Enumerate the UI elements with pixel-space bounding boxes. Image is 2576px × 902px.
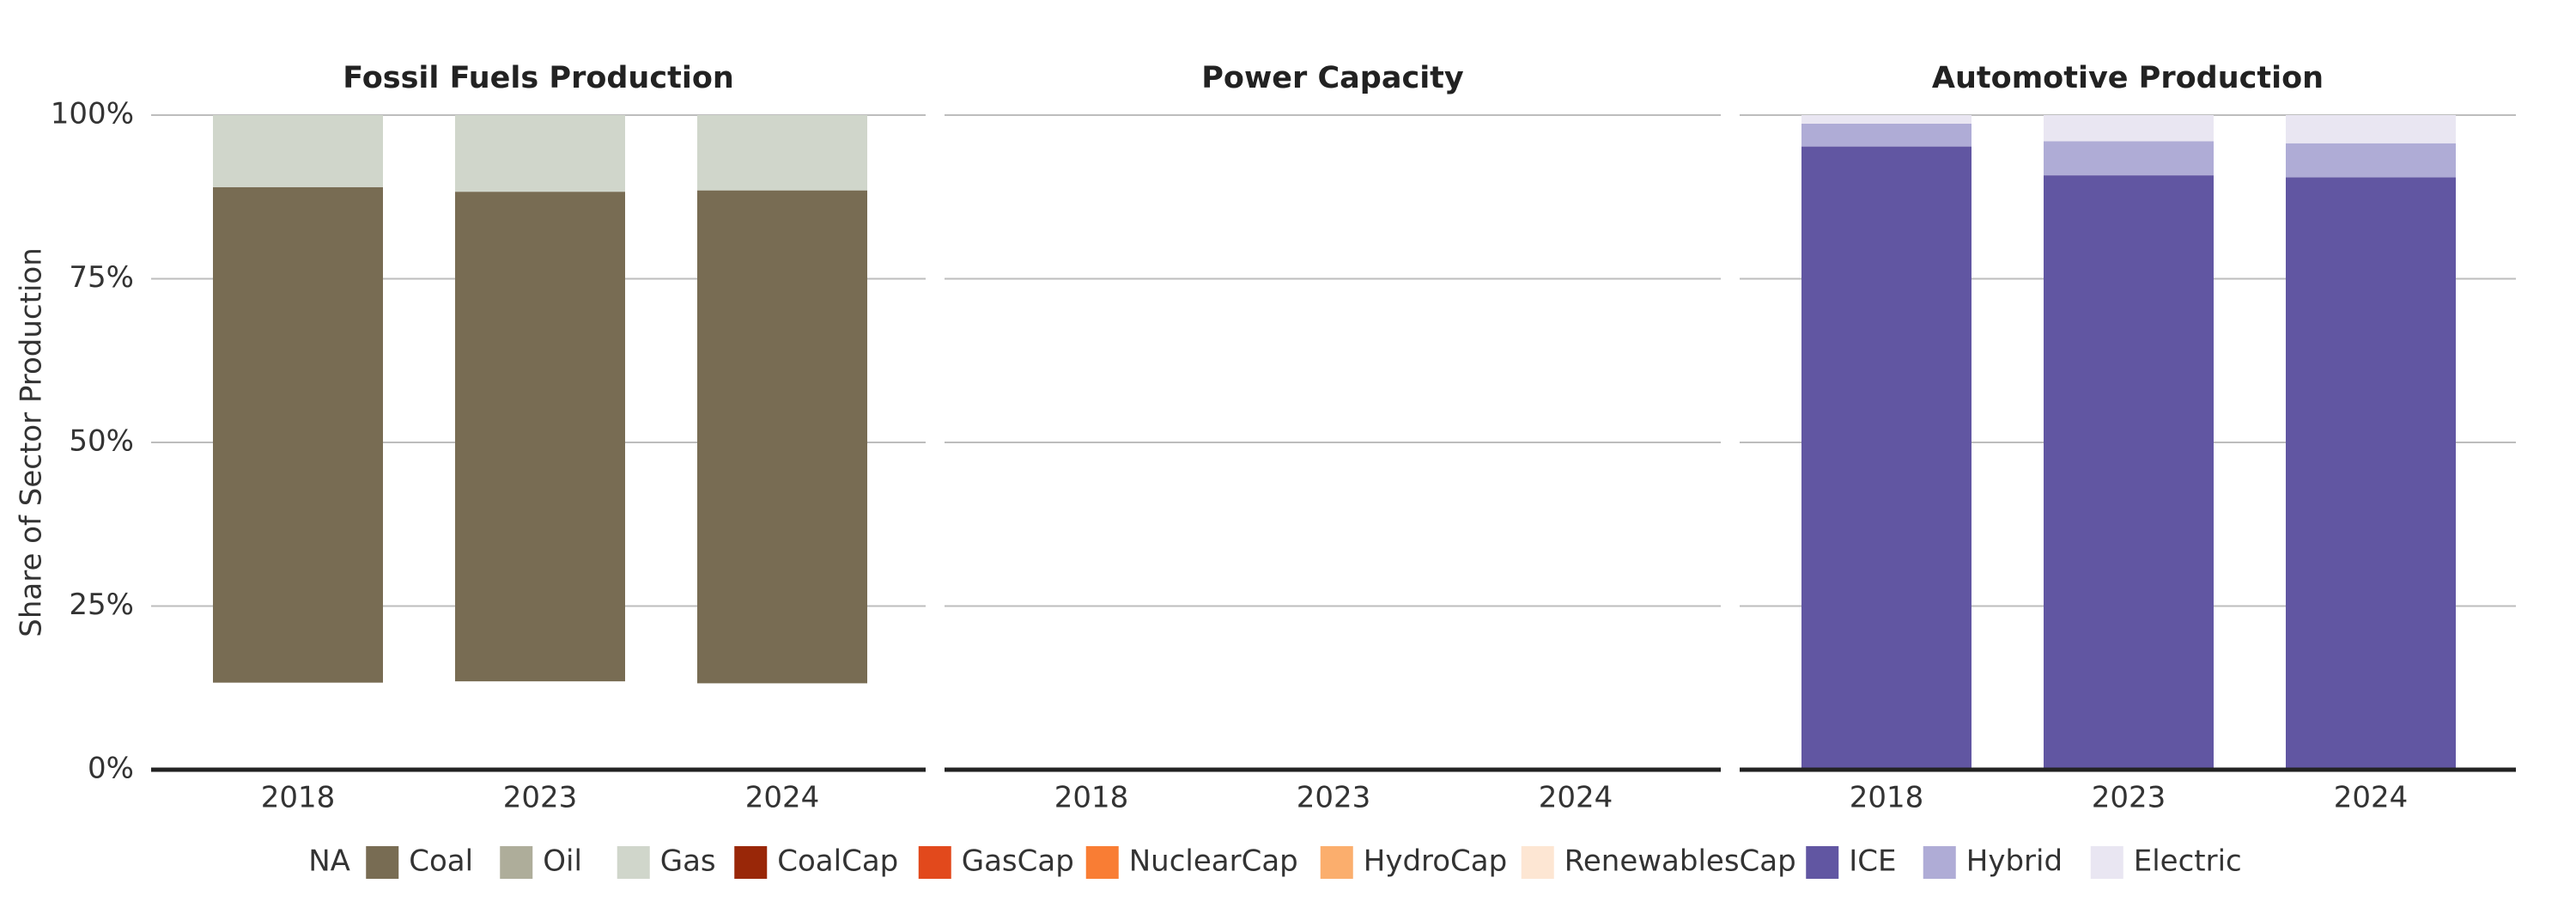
fossil-fuels-production-bar-coal-2018 bbox=[213, 186, 383, 683]
automotive-production-bar-hybrid-2024 bbox=[2286, 143, 2456, 178]
y-tick-label-25: 25% bbox=[69, 588, 134, 622]
fossil-fuels-production-bar-na-2018 bbox=[213, 682, 383, 770]
legend-swatch-ice bbox=[1806, 846, 1839, 879]
automotive-production-bar-electric-2018 bbox=[1801, 115, 1971, 124]
fossil-fuels-production-x-tick-label-2023: 2023 bbox=[503, 781, 578, 815]
y-tick-label-75: 75% bbox=[69, 260, 134, 295]
legend-label-gas: Gas bbox=[660, 844, 716, 879]
legend-swatch-gascap bbox=[918, 846, 951, 879]
legend-swatch-gas bbox=[617, 846, 650, 879]
fossil-fuels-production-bar-gas-2023 bbox=[455, 115, 625, 192]
legend-swatch-hydrocap bbox=[1320, 846, 1353, 879]
automotive-production-bar-ice-2024 bbox=[2286, 177, 2456, 770]
legend-label-ice: ICE bbox=[1849, 844, 1896, 879]
panel-title-fossil-fuels-production: Fossil Fuels Production bbox=[343, 61, 734, 95]
fossil-fuels-production-bar-na-2023 bbox=[455, 681, 625, 770]
panel-title-automotive-production: Automotive Production bbox=[1932, 61, 2324, 95]
legend-label-coalcap: CoalCap bbox=[777, 844, 898, 879]
legend-label-hybrid: Hybrid bbox=[1966, 844, 2063, 879]
automotive-production-bar-ice-2023 bbox=[2044, 175, 2214, 770]
fossil-fuels-production-bar-na-2024 bbox=[697, 683, 867, 770]
fossil-fuels-production-bar-coal-2024 bbox=[697, 190, 867, 684]
fossil-fuels-production-bar-coal-2023 bbox=[455, 192, 625, 682]
legend-swatch-coalcap bbox=[734, 846, 768, 879]
automotive-production-bar-hybrid-2023 bbox=[2044, 141, 2214, 176]
legend-label-hydrocap: HydroCap bbox=[1364, 844, 1507, 879]
legend-label-renewablescap: RenewablesCap bbox=[1564, 844, 1796, 879]
legend-swatch-hybrid bbox=[1923, 846, 1956, 879]
automotive-production-bar-electric-2024 bbox=[2286, 115, 2456, 143]
power-capacity-x-tick-label-2024: 2024 bbox=[1539, 781, 1613, 815]
automotive-production-bar-ice-2018 bbox=[1801, 146, 1971, 771]
automotive-production-x-tick-label-2024: 2024 bbox=[2334, 781, 2409, 815]
y-tick-label-0: 0% bbox=[88, 752, 134, 786]
legend-label-oil: Oil bbox=[543, 844, 582, 879]
legend-swatch-coal bbox=[366, 846, 399, 879]
legend-label-nuclearcap: NuclearCap bbox=[1129, 844, 1298, 879]
legend-swatch-oil bbox=[500, 846, 533, 879]
power-capacity-x-tick-label-2018: 2018 bbox=[1054, 781, 1129, 815]
fossil-fuels-production-x-tick-label-2024: 2024 bbox=[745, 781, 820, 815]
legend-label-coal: Coal bbox=[409, 844, 473, 879]
legend-label-electric: Electric bbox=[2134, 844, 2242, 879]
legend-label-na: NA bbox=[308, 844, 350, 879]
legend-swatch-electric bbox=[2090, 846, 2123, 879]
power-capacity-x-tick-label-2023: 2023 bbox=[1297, 781, 1371, 815]
automotive-production-bar-electric-2023 bbox=[2044, 115, 2214, 142]
automotive-production-bar-hybrid-2018 bbox=[1801, 123, 1971, 147]
y-tick-label-50: 50% bbox=[69, 424, 134, 459]
fossil-fuels-production-bar-gas-2018 bbox=[213, 115, 383, 187]
legend-swatch-renewablescap bbox=[1521, 846, 1554, 879]
automotive-production-x-tick-label-2018: 2018 bbox=[1850, 781, 1924, 815]
fossil-fuels-production-x-tick-label-2018: 2018 bbox=[261, 781, 336, 815]
legend-swatch-nuclearcap bbox=[1085, 846, 1119, 879]
y-tick-label-100: 100% bbox=[51, 97, 134, 131]
automotive-production-x-tick-label-2023: 2023 bbox=[2092, 781, 2166, 815]
legend-label-gascap: GasCap bbox=[962, 844, 1074, 879]
fossil-fuels-production-bar-gas-2024 bbox=[697, 115, 867, 191]
panel-title-power-capacity: Power Capacity bbox=[1201, 61, 1464, 95]
y-axis-label: Share of Sector Production bbox=[15, 247, 49, 637]
